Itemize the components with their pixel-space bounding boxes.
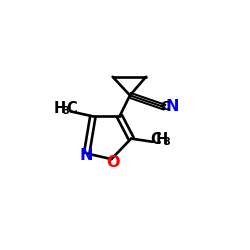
Text: C: C — [66, 102, 77, 116]
Text: C: C — [161, 100, 170, 113]
Text: N: N — [165, 99, 179, 114]
Text: H: H — [155, 132, 168, 147]
Text: 3: 3 — [63, 106, 70, 116]
Text: C: C — [150, 132, 160, 147]
Text: O: O — [106, 154, 120, 170]
Text: N: N — [80, 148, 94, 164]
Text: H: H — [54, 102, 66, 116]
Text: 3: 3 — [164, 137, 170, 147]
